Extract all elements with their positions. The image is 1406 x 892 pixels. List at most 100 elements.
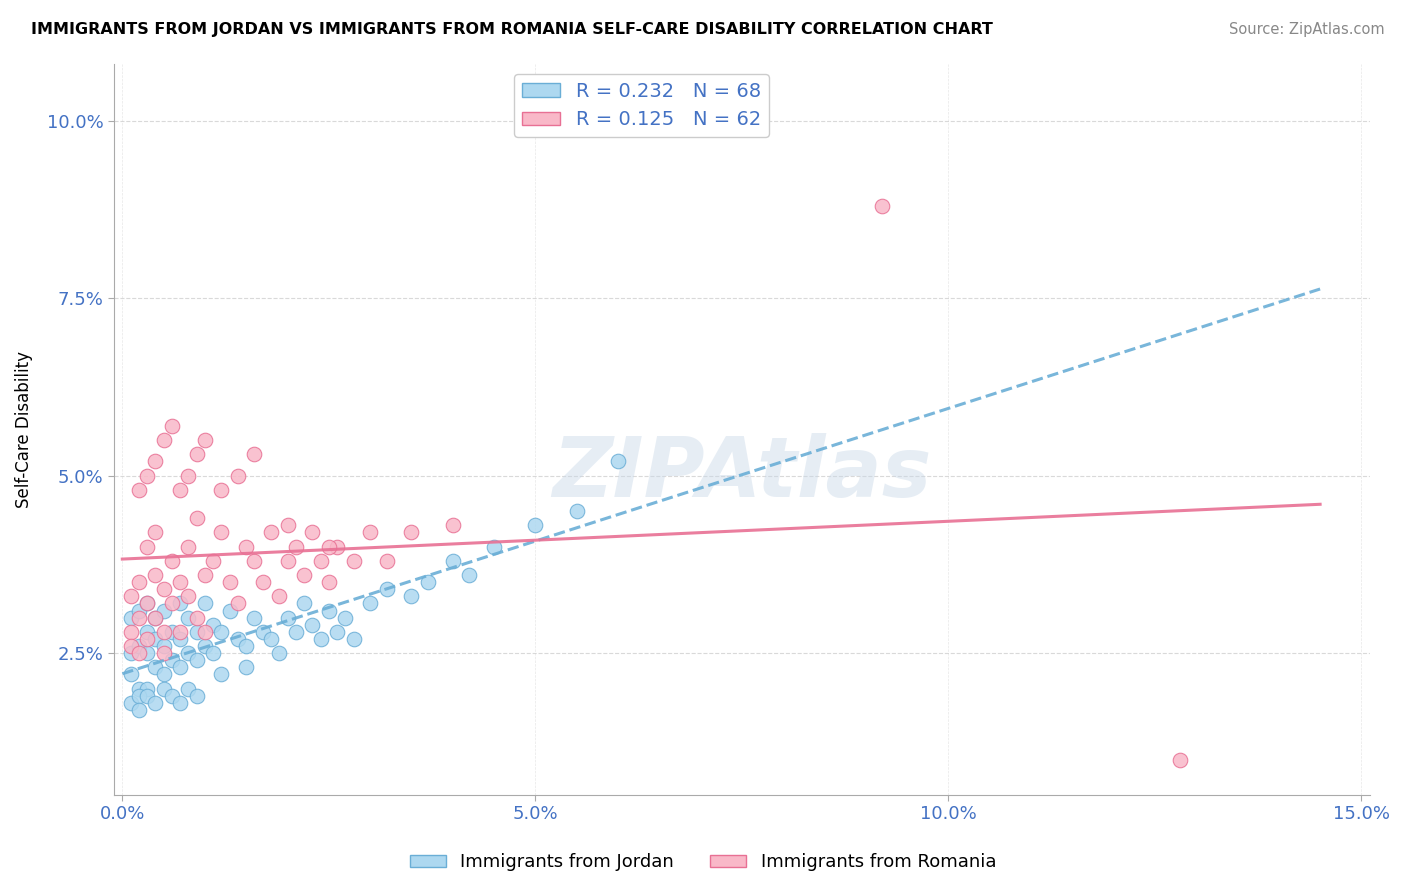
Point (143, 632, 166, 646)
Point (226, 632, 249, 646)
Point (243, 554, 266, 568)
Point (218, 575, 240, 590)
Point (152, 646, 174, 660)
Point (152, 667, 174, 681)
Point (177, 540, 200, 554)
Point (169, 575, 191, 590)
Point (416, 575, 439, 590)
Point (226, 468, 249, 483)
Point (136, 681, 159, 696)
Point (277, 610, 299, 624)
Point (607, 454, 630, 468)
Point (401, 590, 423, 604)
Point (309, 632, 332, 646)
Point (152, 639, 174, 653)
Point (359, 597, 381, 611)
Point (120, 590, 142, 604)
Text: Source: ZipAtlas.com: Source: ZipAtlas.com (1229, 22, 1385, 37)
Point (169, 597, 191, 611)
Point (143, 610, 166, 624)
Point (152, 624, 174, 639)
Point (186, 624, 208, 639)
Point (194, 597, 217, 611)
Point (277, 554, 299, 568)
Point (209, 624, 232, 639)
Point (235, 540, 257, 554)
Point (209, 483, 232, 497)
Point (120, 639, 142, 653)
Point (458, 568, 481, 582)
Point (136, 646, 159, 660)
Point (301, 525, 323, 540)
Point (143, 696, 166, 710)
Point (128, 639, 150, 653)
Point (375, 582, 398, 597)
Point (194, 434, 217, 448)
Point (343, 554, 366, 568)
Point (441, 554, 464, 568)
Point (218, 603, 240, 617)
Point (186, 447, 208, 461)
Point (209, 667, 232, 681)
Point (136, 597, 159, 611)
Point (128, 646, 150, 660)
Point (177, 468, 200, 483)
Point (169, 660, 191, 674)
Point (309, 554, 332, 568)
Point (136, 689, 159, 703)
Point (202, 646, 225, 660)
Point (160, 597, 183, 611)
Point (143, 568, 166, 582)
Point (152, 582, 174, 597)
Point (128, 610, 150, 624)
Point (152, 681, 174, 696)
Point (284, 624, 307, 639)
Point (194, 639, 217, 653)
Point (401, 525, 423, 540)
Point (269, 590, 291, 604)
Point (120, 624, 142, 639)
Point (136, 540, 159, 554)
Point (160, 624, 183, 639)
Point (226, 597, 249, 611)
Point (277, 518, 299, 533)
Point (160, 689, 183, 703)
Point (128, 603, 150, 617)
Point (326, 540, 349, 554)
Point (160, 653, 183, 667)
Y-axis label: Self-Care Disability: Self-Care Disability (15, 351, 32, 508)
Point (169, 483, 191, 497)
Point (292, 597, 315, 611)
Point (209, 525, 232, 540)
Point (186, 610, 208, 624)
Point (128, 703, 150, 717)
Point (128, 483, 150, 497)
Point (143, 610, 166, 624)
Point (186, 511, 208, 525)
Point (441, 518, 464, 533)
Point (177, 681, 200, 696)
Point (318, 540, 340, 554)
Point (326, 624, 349, 639)
Point (343, 632, 366, 646)
Point (169, 696, 191, 710)
Point (160, 554, 183, 568)
Point (186, 689, 208, 703)
Point (260, 525, 283, 540)
Point (143, 660, 166, 674)
Point (136, 597, 159, 611)
Point (202, 617, 225, 632)
Point (235, 660, 257, 674)
Point (284, 540, 307, 554)
Point (1168, 753, 1191, 767)
Point (136, 624, 159, 639)
Point (243, 610, 266, 624)
Point (260, 632, 283, 646)
Point (269, 646, 291, 660)
Point (120, 696, 142, 710)
Point (177, 646, 200, 660)
Point (128, 689, 150, 703)
Point (482, 540, 505, 554)
Point (177, 610, 200, 624)
Point (186, 653, 208, 667)
